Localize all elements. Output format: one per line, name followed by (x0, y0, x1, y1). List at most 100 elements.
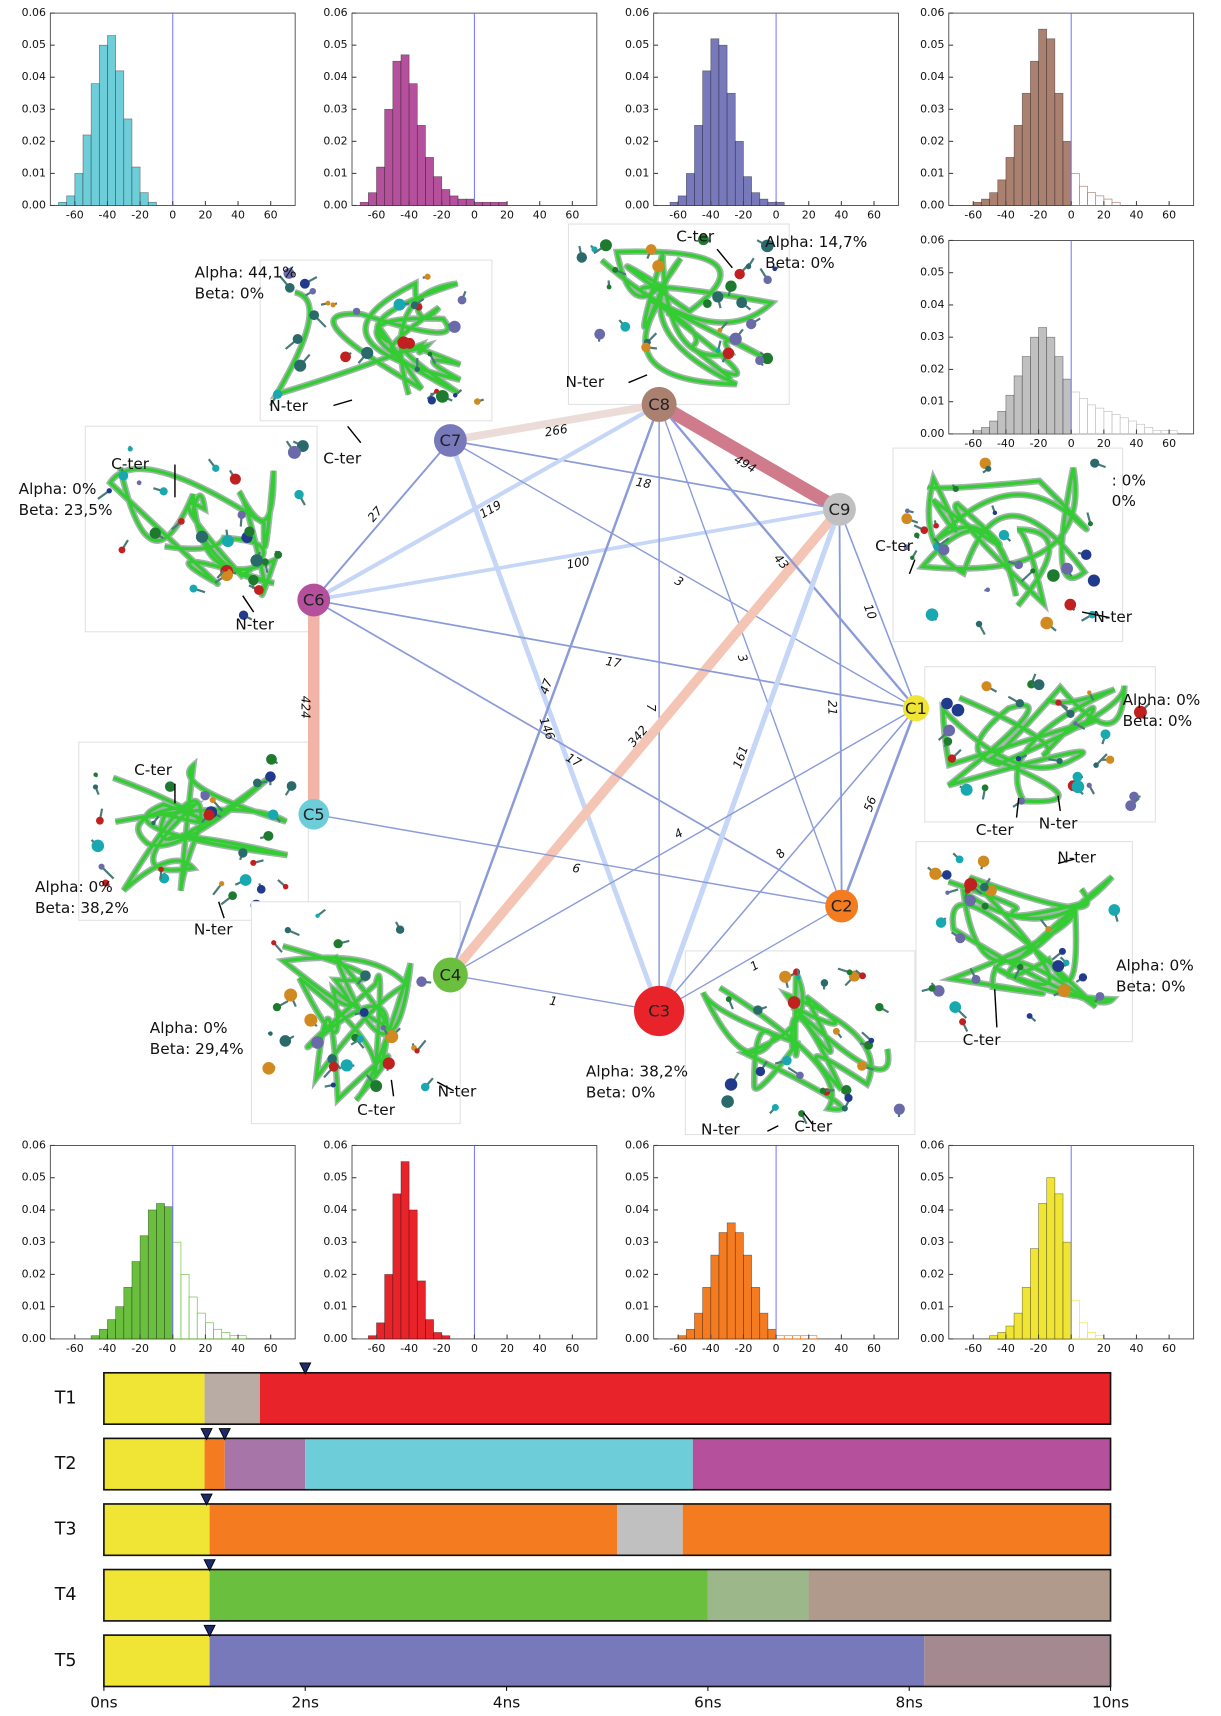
x-tick-label: 10ns (1092, 1693, 1129, 1711)
atom (1034, 679, 1045, 690)
state-segment (210, 1570, 708, 1621)
x-tick-label: -40 (99, 208, 117, 221)
atom (729, 333, 741, 345)
histogram-bar (990, 421, 998, 434)
x-tick-label: 60 (264, 208, 278, 221)
x-tick-label: 20 (802, 1342, 816, 1355)
edge-label: 266 (544, 422, 569, 440)
edge (659, 404, 842, 906)
histogram-bar (990, 1336, 998, 1339)
atom (394, 299, 406, 311)
histogram-bar (678, 1336, 686, 1339)
state-segment (683, 1504, 1111, 1555)
x-tick-label: -40 (702, 208, 720, 221)
y-tick-label: 0.05 (323, 38, 347, 51)
atom (746, 264, 751, 269)
y-tick-label: 0.01 (920, 1300, 944, 1313)
y-tick-label: 0.02 (920, 362, 944, 375)
histogram-bar (998, 180, 1006, 206)
state-segment (260, 1373, 1111, 1424)
histogram-bar (998, 1332, 1006, 1338)
atom (385, 1030, 398, 1043)
atom (1055, 700, 1061, 706)
atom (716, 348, 721, 353)
atom (1040, 617, 1053, 630)
histogram-bar (140, 1236, 148, 1339)
atom (268, 1031, 272, 1035)
histogram-bar (458, 199, 466, 205)
atom (1096, 992, 1105, 1001)
atom (1072, 780, 1085, 793)
histogram-bar (376, 167, 384, 205)
x-tick-label: 60 (867, 1342, 881, 1355)
atom (965, 895, 976, 906)
y-tick-label: 0.00 (323, 198, 347, 211)
atom (944, 737, 953, 746)
edge-label: 1 (548, 994, 558, 1009)
alpha-label: Alpha: 0% (1116, 957, 1194, 975)
atom (428, 396, 436, 404)
atom (93, 772, 97, 776)
atom (926, 608, 939, 621)
atom (712, 291, 723, 302)
atom (943, 725, 955, 737)
y-tick-label: 0.06 (920, 1138, 944, 1151)
atom (1106, 756, 1114, 764)
histogram-bar (735, 141, 743, 205)
atom (620, 322, 630, 332)
atom (978, 856, 989, 867)
atom (1088, 521, 1093, 526)
histogram-bar (760, 1313, 768, 1339)
y-tick-label: 0.00 (22, 198, 46, 211)
x-tick-label: 40 (533, 1342, 547, 1355)
atom (796, 1072, 804, 1080)
histogram-bar (401, 55, 409, 206)
histogram-bar (67, 196, 75, 206)
atom (788, 996, 800, 1008)
atom (280, 1035, 292, 1047)
histogram-bar (678, 196, 686, 206)
histogram-bar (434, 1332, 442, 1338)
y-tick-label: 0.03 (920, 330, 944, 343)
edge-label: 119 (477, 498, 504, 521)
node-label: C5 (303, 805, 325, 824)
histogram-bar (694, 125, 702, 205)
atom (326, 301, 331, 306)
y-tick-label: 0.03 (625, 1235, 649, 1248)
histogram-bar (1039, 29, 1047, 205)
atom (196, 531, 208, 543)
x-tick-label: 20 (500, 208, 514, 221)
y-tick-label: 0.05 (625, 1171, 649, 1184)
atom (1066, 710, 1074, 718)
x-tick-label: 40 (231, 1342, 245, 1355)
y-tick-label: 0.03 (920, 102, 944, 115)
histogram-bar (981, 199, 989, 205)
atom (360, 970, 371, 981)
atom (310, 288, 316, 294)
y-tick-label: 0.02 (625, 1267, 649, 1280)
atom (1059, 948, 1066, 955)
atom (952, 704, 965, 717)
atom (268, 809, 278, 819)
edge-label: 17 (605, 654, 623, 671)
histogram-bar (973, 431, 981, 434)
atom (421, 1083, 430, 1092)
n-terminus-label: N-ter (269, 397, 308, 415)
track-label: T3 (54, 1520, 77, 1540)
x-tick-label: 60 (264, 1342, 278, 1355)
y-tick-label: 0.05 (625, 38, 649, 51)
atom (756, 1067, 765, 1076)
edge-label: 4 (672, 826, 686, 842)
state-segment (205, 1373, 260, 1424)
atom (1058, 984, 1071, 997)
atom (250, 860, 256, 866)
atom (119, 546, 126, 553)
atom (993, 511, 997, 515)
y-tick-label: 0.04 (920, 70, 944, 83)
atom (1081, 549, 1092, 560)
edge (450, 440, 659, 1011)
x-tick-label: -20 (735, 1342, 753, 1355)
histogram-bar (434, 177, 442, 206)
atom (982, 784, 989, 791)
atom (361, 347, 373, 359)
